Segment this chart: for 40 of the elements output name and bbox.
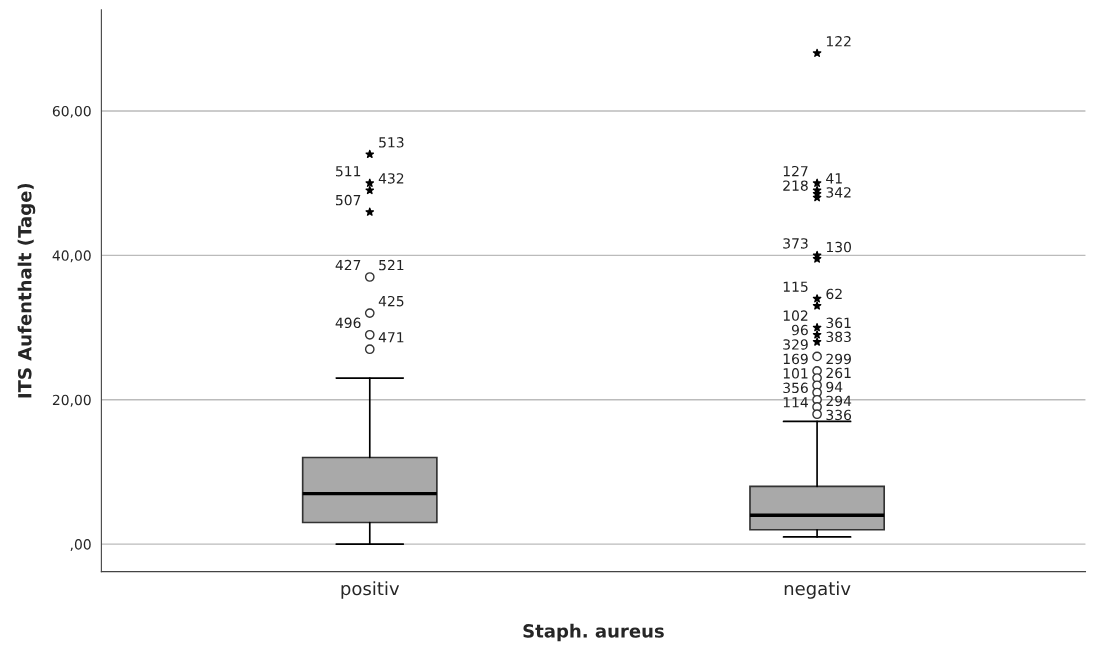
annotation: 356 <box>783 382 808 394</box>
x-tick-label: positiv <box>341 581 400 599</box>
annotation: 511 <box>336 166 361 177</box>
annotation: 336 <box>826 409 852 421</box>
annotation: 127 <box>783 165 808 177</box>
x-tick-label: negativ <box>784 581 851 599</box>
annotation: 329 <box>783 339 808 350</box>
y-tick-label: 40,00 <box>52 250 91 263</box>
annotation: 115 <box>783 281 808 292</box>
annotation: 342 <box>826 187 851 198</box>
annotation: 521 <box>379 259 404 271</box>
annotation: 62 <box>826 288 842 300</box>
annotation: 427 <box>335 259 361 271</box>
annotation: 299 <box>826 353 851 365</box>
annotation: 383 <box>826 331 851 343</box>
annotation: 507 <box>336 194 361 206</box>
annotation: 425 <box>378 295 404 307</box>
annotation: 102 <box>783 310 808 321</box>
annotation: 130 <box>826 241 851 253</box>
annotation: 218 <box>783 180 808 191</box>
annotation: 361 <box>826 317 851 329</box>
annotation: 261 <box>826 367 851 379</box>
y-tick-label: 20,00 <box>52 394 91 407</box>
annotation: 122 <box>826 35 851 47</box>
annotation: 41 <box>826 173 842 184</box>
annotation: 96 <box>791 324 808 336</box>
y-axis-title: ITS Aufenthalt (Tage) <box>17 183 36 398</box>
annotation: 513 <box>379 137 404 148</box>
y-tick-label: ,00 <box>70 539 91 552</box>
annotation: 294 <box>826 395 852 407</box>
annotation: 496 <box>335 317 361 329</box>
annotation: 101 <box>783 368 808 379</box>
y-tick-label: 60,00 <box>52 105 91 118</box>
annotation: 94 <box>826 381 843 393</box>
annotation: 432 <box>378 173 404 184</box>
annotation: 471 <box>378 332 404 343</box>
annotation: 373 <box>783 238 808 249</box>
annotation: 169 <box>783 353 808 365</box>
x-axis-title: Staph. aureus <box>523 623 664 642</box>
annotation: 114 <box>783 397 808 408</box>
